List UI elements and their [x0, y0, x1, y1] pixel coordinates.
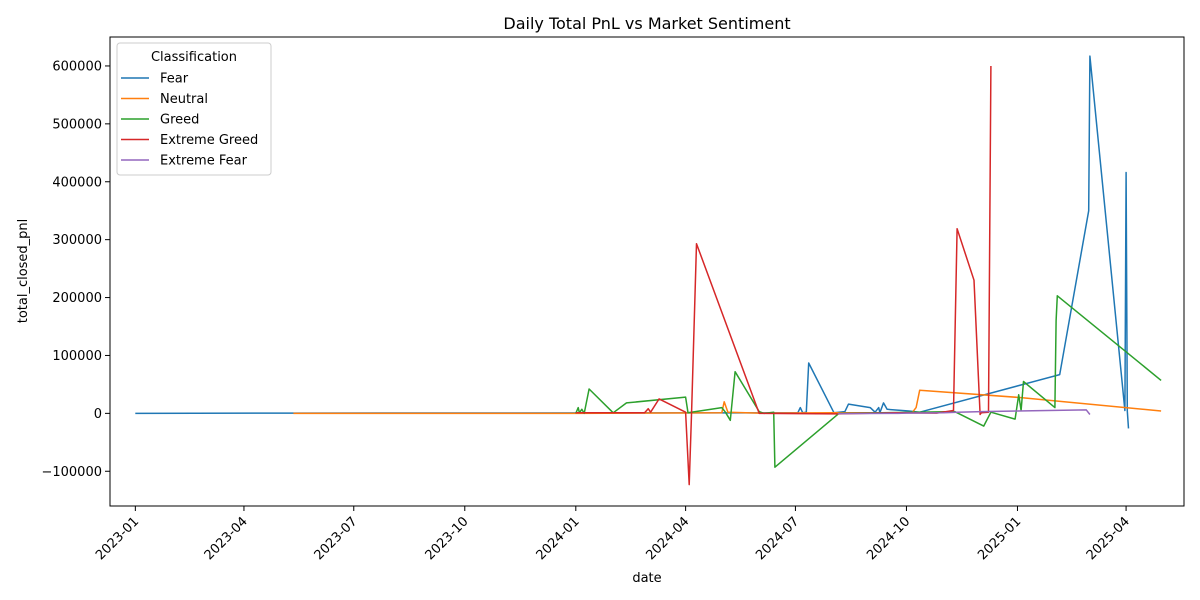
- series-line-neutral: [293, 389, 1162, 415]
- x-tick-label: 2024-04: [643, 514, 692, 563]
- series-line-greed: [575, 295, 1162, 468]
- y-axis: −100000 0 100000 200000 300000 400000 500000 60…: [41, 59, 110, 480]
- y-axis-label: total_closed_pnl: [16, 219, 31, 324]
- plot-area: [135, 55, 1162, 486]
- x-axis-label: date: [632, 571, 661, 586]
- x-tick-label: 2023-10: [423, 514, 472, 563]
- series-line-fear: [135, 55, 1130, 429]
- y-tick-label: 200000: [52, 291, 102, 306]
- x-tick-label: 2024-10: [864, 514, 913, 563]
- series-line-extreme-greed: [575, 65, 992, 486]
- chart-title: Daily Total PnL vs Market Sentiment: [503, 14, 790, 33]
- legend-label-neutral: Neutral: [160, 92, 208, 107]
- legend-label-extreme-greed: Extreme Greed: [160, 133, 258, 148]
- x-tick-label: 2025-01: [975, 514, 1024, 563]
- legend-label-greed: Greed: [160, 113, 199, 128]
- legend: Classification Fear Neutral Greed Extreme G…: [116, 42, 272, 176]
- x-tick-label: 2024-01: [534, 514, 583, 563]
- legend-box: [116, 42, 272, 176]
- x-tick-label: 2023-04: [202, 514, 251, 563]
- plot-frame: [109, 36, 1185, 507]
- y-tick-label: 500000: [52, 117, 102, 132]
- x-tick-label: 2023-07: [312, 514, 361, 563]
- legend-label-fear: Fear: [160, 72, 189, 87]
- x-tick-label: 2025-04: [1084, 514, 1133, 563]
- x-tick-label: 2024-07: [753, 514, 802, 563]
- x-axis: 2023-01 2023-04 2023-07 2023-10 2024-01 2024-…: [93, 506, 1133, 563]
- legend-title: Classification: [151, 50, 237, 65]
- y-tick-label: 600000: [52, 59, 102, 74]
- series-line-extreme-fear: [837, 409, 1091, 415]
- y-tick-label: −100000: [41, 465, 102, 480]
- x-tick-label: 2023-01: [93, 514, 142, 563]
- y-tick-label: 400000: [52, 175, 102, 190]
- y-tick-label: 300000: [52, 233, 102, 248]
- legend-label-extreme-fear: Extreme Fear: [160, 154, 248, 169]
- y-tick-label: 100000: [52, 349, 102, 364]
- y-tick-label: 0: [94, 407, 102, 422]
